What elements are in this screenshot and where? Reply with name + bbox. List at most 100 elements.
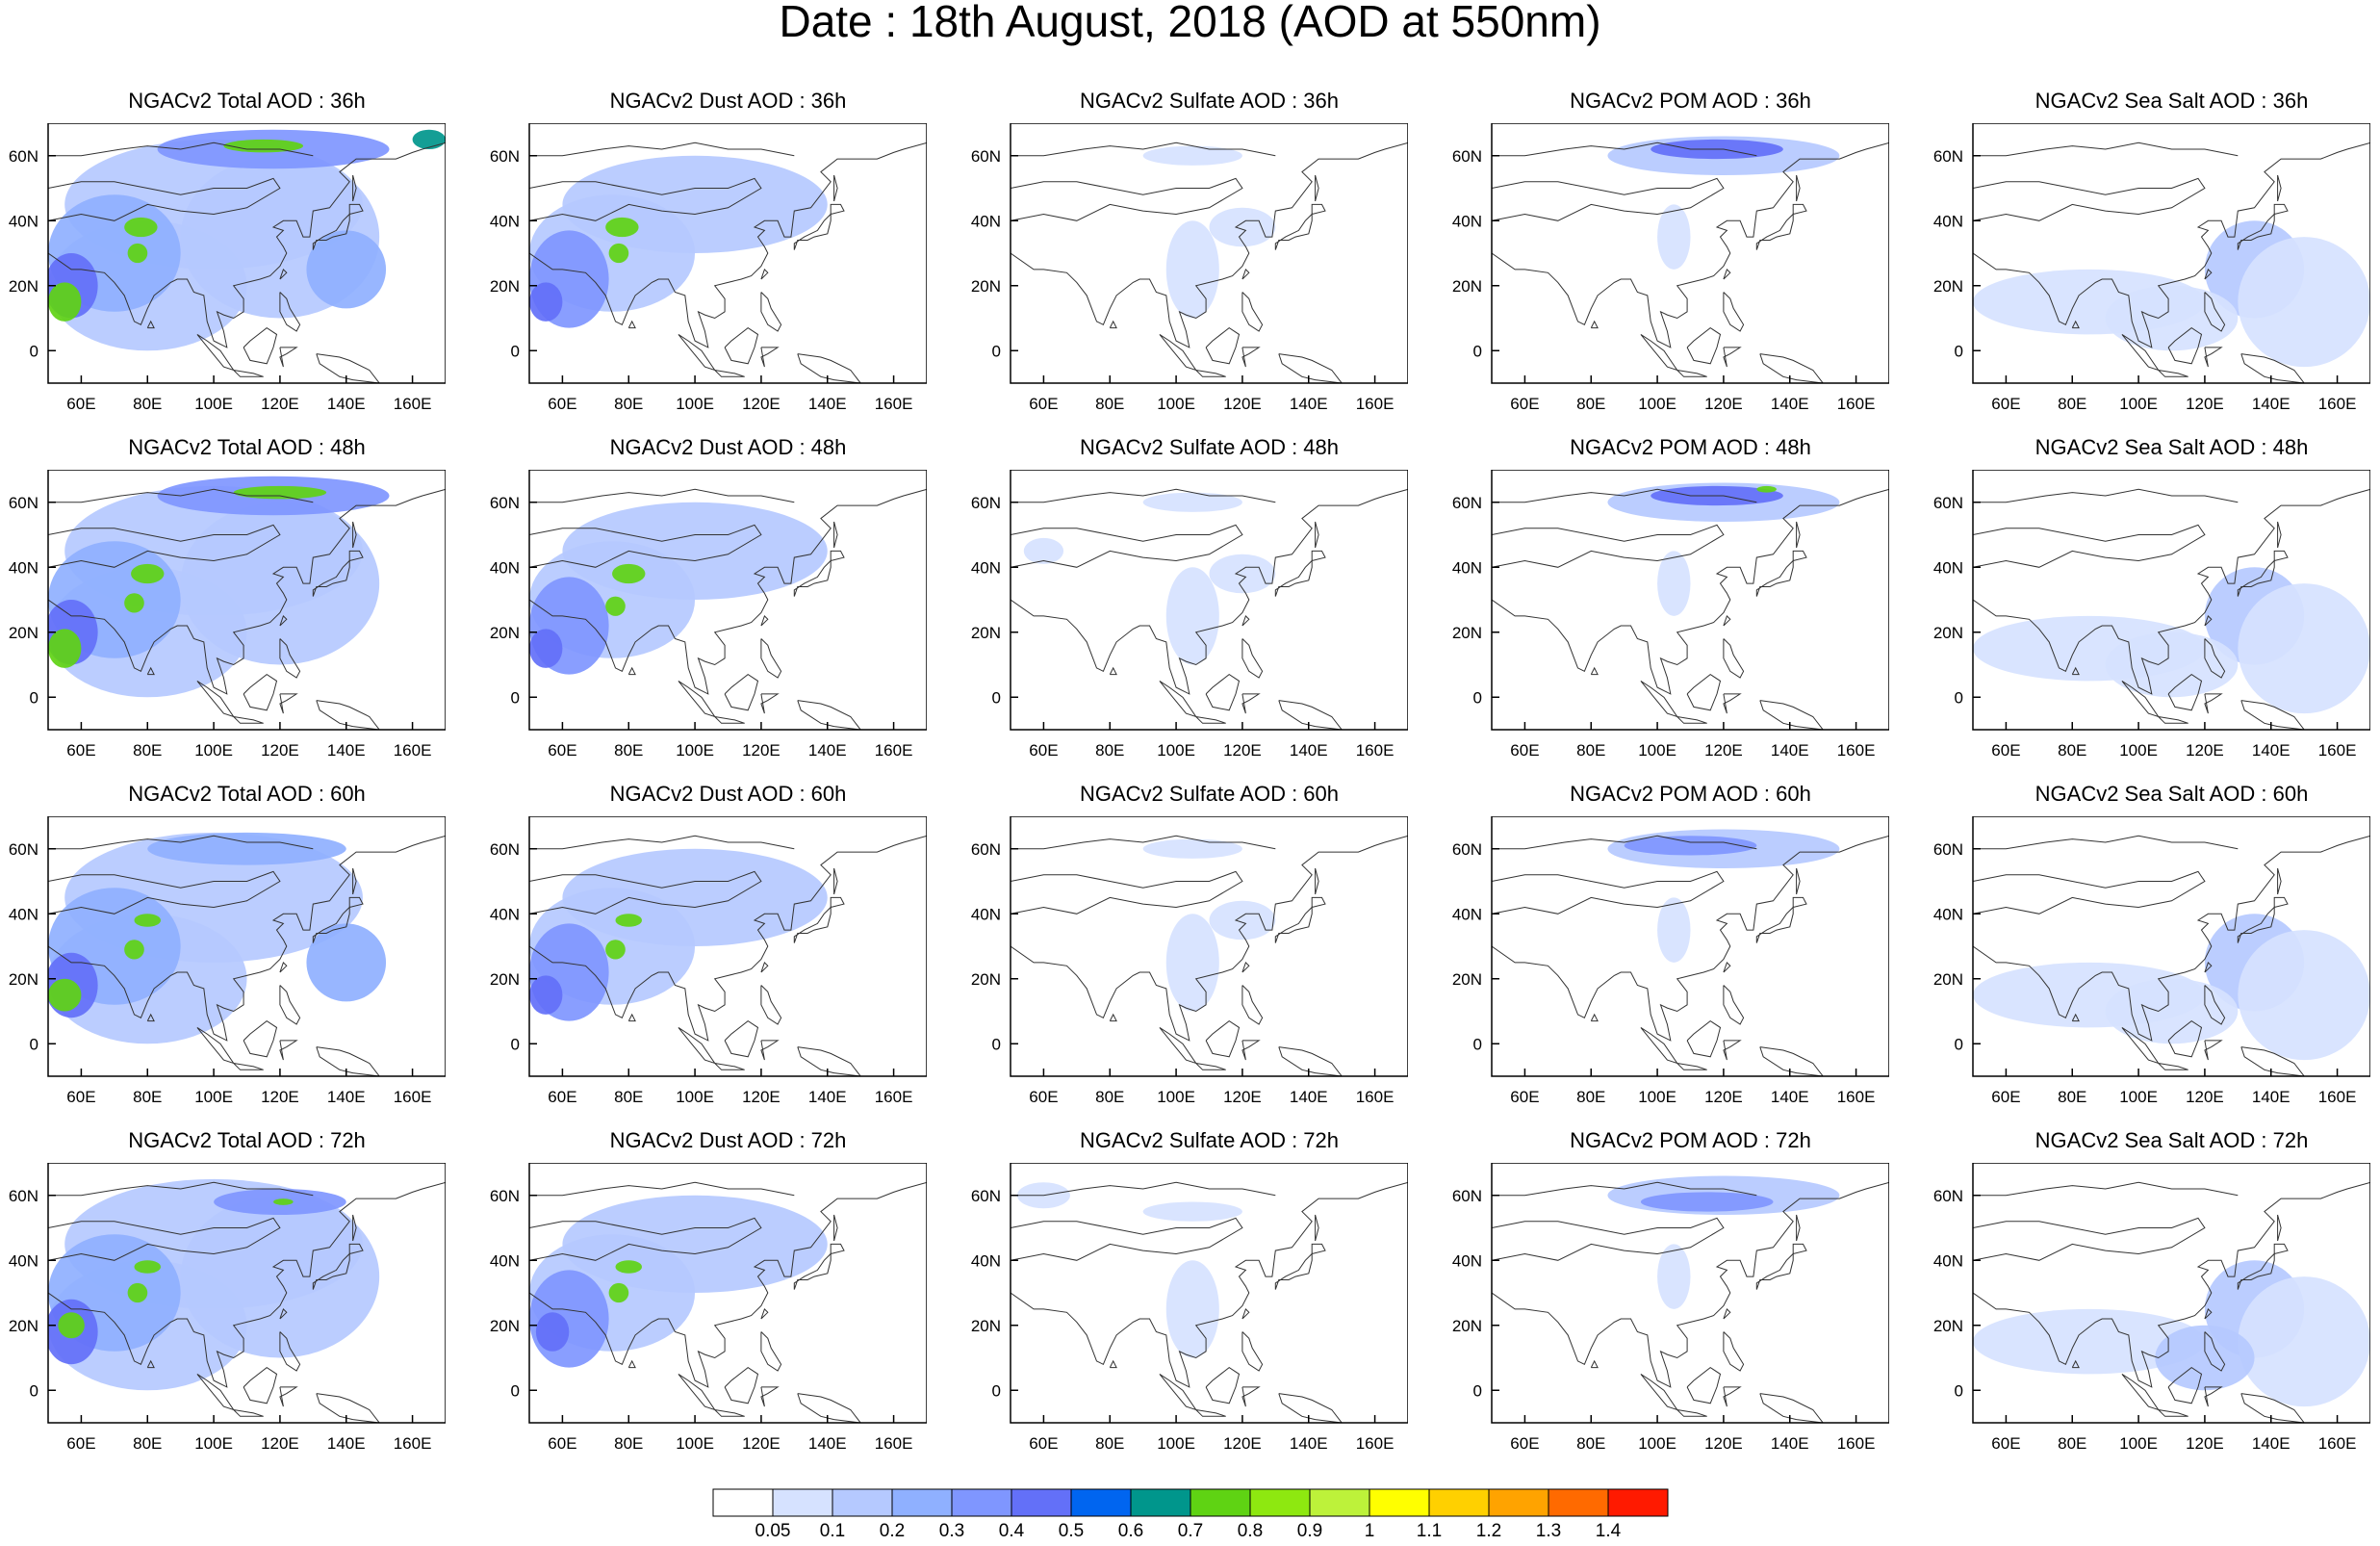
map-panel-sulfate-72h: NGACv2 Sulfate AOD : 72h 60E 80E 100E 120E 14…: [971, 1128, 1408, 1453]
coastline: [760, 1307, 769, 1320]
aod-blob: [605, 940, 626, 960]
coastline: [1759, 700, 1824, 730]
colorbar-box: [1309, 1488, 1370, 1517]
coastline: [233, 1409, 264, 1417]
coastline: [1011, 177, 1243, 221]
panel-title: NGACv2 Total AOD : 48h: [128, 435, 366, 459]
coastline: [1278, 353, 1343, 383]
map-panel-sulfate-60h: NGACv2 Sulfate AOD : 60h 60E 80E 100E 120E 14…: [971, 782, 1408, 1106]
lat-tick-label: 60N: [490, 494, 520, 512]
coastline: [529, 1181, 927, 1388]
aod-blob: [273, 1198, 294, 1205]
panel-title: NGACv2 POM AOD : 72h: [1570, 1128, 1811, 1152]
coastline: [1792, 1243, 1807, 1254]
map-panel-seasalt-48h: NGACv2 Sea Salt AOD : 48h 60E 80E 100E 120E 1…: [1933, 435, 2370, 760]
coastline: [1205, 1019, 1241, 1058]
coastline: [1492, 488, 1889, 695]
coastline: [1311, 550, 1326, 561]
lon-tick-label: 80E: [614, 395, 643, 413]
coastline: [1011, 142, 1408, 348]
lat-tick-label: 60N: [9, 1187, 38, 1205]
aod-blob: [612, 563, 646, 584]
lat-tick-label: 40N: [490, 1251, 520, 1270]
coastline: [1590, 320, 1599, 329]
coastline: [1686, 1019, 1722, 1058]
lon-tick-label: 120E: [2186, 1434, 2224, 1453]
lat-tick-label: 40N: [1933, 1251, 1963, 1270]
lat-tick-label: 0: [992, 1381, 1001, 1400]
colorbar-box: [1488, 1488, 1549, 1517]
lon-tick-label: 80E: [1576, 395, 1605, 413]
coastline: [529, 835, 927, 1042]
aod-blob: [1657, 551, 1691, 616]
colorbar-box: [1070, 1488, 1132, 1517]
lon-tick-label: 80E: [2058, 395, 2086, 413]
lat-tick-label: 60N: [1452, 840, 1482, 859]
aod-map: 60E 80E 100E 120E 140E 160E 0 20N 40N 60N: [9, 1163, 446, 1453]
lon-tick-label: 160E: [1837, 741, 1876, 760]
coastline: [48, 177, 281, 221]
coastline: [312, 1252, 350, 1290]
coastline: [233, 716, 264, 724]
aod-blob: [529, 975, 563, 1015]
aod-blob: [124, 940, 144, 960]
coastline: [1723, 268, 1731, 280]
coastline: [1723, 693, 1742, 714]
coastline: [146, 1013, 155, 1022]
colorbar-box: [772, 1488, 833, 1517]
lon-tick-label: 160E: [394, 1088, 432, 1106]
lon-tick-label: 100E: [2119, 1434, 2158, 1453]
lat-tick-label: 20N: [1452, 970, 1482, 989]
coastline: [2204, 1386, 2223, 1407]
coastline: [1011, 142, 1276, 157]
lon-tick-label: 80E: [133, 1434, 162, 1453]
coastline: [1755, 1252, 1794, 1290]
lat-tick-label: 20N: [1452, 1317, 1482, 1335]
coastline: [1723, 985, 1745, 1025]
lon-tick-label: 140E: [1771, 741, 1809, 760]
panel-title: NGACv2 Total AOD : 72h: [128, 1128, 366, 1152]
lat-tick-label: 60N: [490, 840, 520, 859]
aod-blob: [1756, 485, 1777, 493]
aod-field: [529, 123, 927, 383]
lon-tick-label: 100E: [1638, 1088, 1676, 1106]
lon-tick-label: 120E: [1704, 741, 1743, 760]
lat-tick-label: 0: [1955, 688, 1963, 707]
aod-map: 60E 80E 100E 120E 140E 160E 0 20N 40N 60N: [1933, 816, 2370, 1106]
lon-tick-label: 120E: [1704, 395, 1743, 413]
aod-field: [1011, 470, 1408, 730]
coastline: [793, 1252, 832, 1290]
aod-blob: [2105, 631, 2239, 698]
coastline: [2204, 347, 2223, 368]
lon-tick-label: 100E: [676, 1434, 714, 1453]
lat-tick-label: 0: [30, 1381, 38, 1400]
aod-map: 60E 80E 100E 120E 140E 160E 0 20N 40N 60N: [1933, 1163, 2370, 1453]
coastline: [48, 1217, 281, 1261]
aod-field: [1973, 816, 2370, 1076]
lon-tick-label: 120E: [261, 1088, 299, 1106]
panel-title: NGACv2 Sulfate AOD : 36h: [1079, 89, 1340, 113]
aod-blob: [131, 563, 165, 584]
lon-tick-label: 60E: [1510, 741, 1539, 760]
lat-tick-label: 20N: [971, 277, 1001, 296]
aod-map: 60E 80E 100E 120E 140E 160E 0 20N 40N 60N: [971, 123, 1408, 413]
aod-blob: [48, 282, 82, 322]
coastline: [1195, 370, 1226, 377]
coastline: [1205, 1366, 1241, 1404]
aod-blob: [605, 596, 626, 616]
colorbar-label: 0.4: [998, 1521, 1025, 1541]
map-panel-dust-36h: NGACv2 Dust AOD : 36h 60E 80E 100E 120E 140E 1…: [490, 89, 927, 413]
coastline: [348, 550, 364, 561]
colorbar-label: 0.7: [1177, 1521, 1204, 1541]
lon-tick-label: 120E: [2186, 395, 2224, 413]
lat-tick-label: 20N: [9, 1317, 38, 1335]
aod-blob: [1624, 836, 1757, 856]
coastline: [1640, 1026, 1678, 1065]
lat-tick-label: 60N: [1452, 1187, 1482, 1205]
aod-blob: [529, 282, 563, 322]
lon-tick-label: 160E: [2318, 395, 2357, 413]
coastline: [529, 1217, 762, 1261]
coastline: [312, 906, 350, 943]
aod-blob: [529, 629, 563, 668]
coastline: [2121, 333, 2160, 372]
